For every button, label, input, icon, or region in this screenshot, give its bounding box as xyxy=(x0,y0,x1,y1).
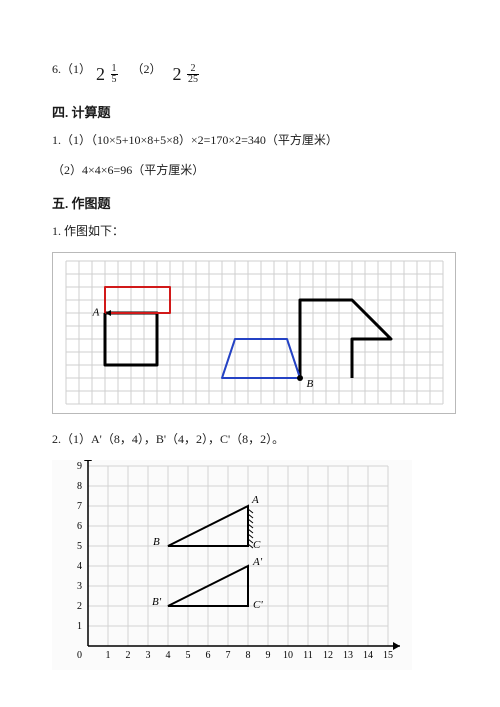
svg-text:12: 12 xyxy=(323,650,333,661)
svg-text:13: 13 xyxy=(343,650,353,661)
svg-text:2: 2 xyxy=(126,650,131,661)
q6-line: 6.（1） 2 1 5 （2） 2 2 25 xyxy=(52,60,456,88)
figure-1-grid-shapes: AB xyxy=(52,252,456,414)
svg-text:11: 11 xyxy=(303,650,313,661)
svg-text:10: 10 xyxy=(283,650,293,661)
svg-text:1: 1 xyxy=(106,650,111,661)
svg-text:B: B xyxy=(153,536,160,548)
svg-text:B': B' xyxy=(152,596,162,608)
section5-line1: 1. 作图如下： xyxy=(52,222,456,240)
svg-text:6: 6 xyxy=(206,650,211,661)
svg-text:C': C' xyxy=(253,599,263,611)
svg-text:A: A xyxy=(92,307,100,319)
figure-2-coord-triangles: 1234567891011121314151234567890ABCA'B'C' xyxy=(52,460,412,670)
section4-line2: （2）4×4×6=96（平方厘米） xyxy=(52,161,456,179)
svg-text:4: 4 xyxy=(166,650,171,661)
svg-text:15: 15 xyxy=(383,650,393,661)
q6-mid: （2） xyxy=(132,62,162,76)
svg-text:6: 6 xyxy=(77,521,82,532)
svg-text:2: 2 xyxy=(77,601,82,612)
q6-prefix: 6.（1） xyxy=(52,62,91,76)
svg-text:C: C xyxy=(253,539,261,551)
svg-text:4: 4 xyxy=(77,561,82,572)
section4-line1: 1.（1）（10×5+10×8+5×8）×2=170×2=340（平方厘米） xyxy=(52,131,456,149)
q2-line: 2.（1）A'（8，4），B'（4，2），C'（8，2）。 xyxy=(52,430,456,448)
svg-text:B: B xyxy=(307,378,314,390)
q6-mixed-1: 2 1 5 xyxy=(94,60,120,88)
q6-mixed-2: 2 2 25 xyxy=(171,60,202,88)
svg-text:7: 7 xyxy=(77,501,82,512)
svg-text:5: 5 xyxy=(186,650,191,661)
svg-text:14: 14 xyxy=(363,650,373,661)
svg-text:8: 8 xyxy=(77,481,82,492)
svg-text:3: 3 xyxy=(77,581,82,592)
svg-text:9: 9 xyxy=(77,461,82,472)
svg-text:A: A xyxy=(251,494,259,506)
svg-text:7: 7 xyxy=(226,650,231,661)
svg-text:1: 1 xyxy=(77,621,82,632)
svg-text:9: 9 xyxy=(266,650,271,661)
svg-text:5: 5 xyxy=(77,541,82,552)
section5-heading: 五. 作图题 xyxy=(52,193,456,212)
svg-text:0: 0 xyxy=(77,650,82,661)
svg-text:8: 8 xyxy=(246,650,251,661)
svg-text:3: 3 xyxy=(146,650,151,661)
section4-heading: 四. 计算题 xyxy=(52,102,456,121)
svg-text:A': A' xyxy=(252,556,263,568)
